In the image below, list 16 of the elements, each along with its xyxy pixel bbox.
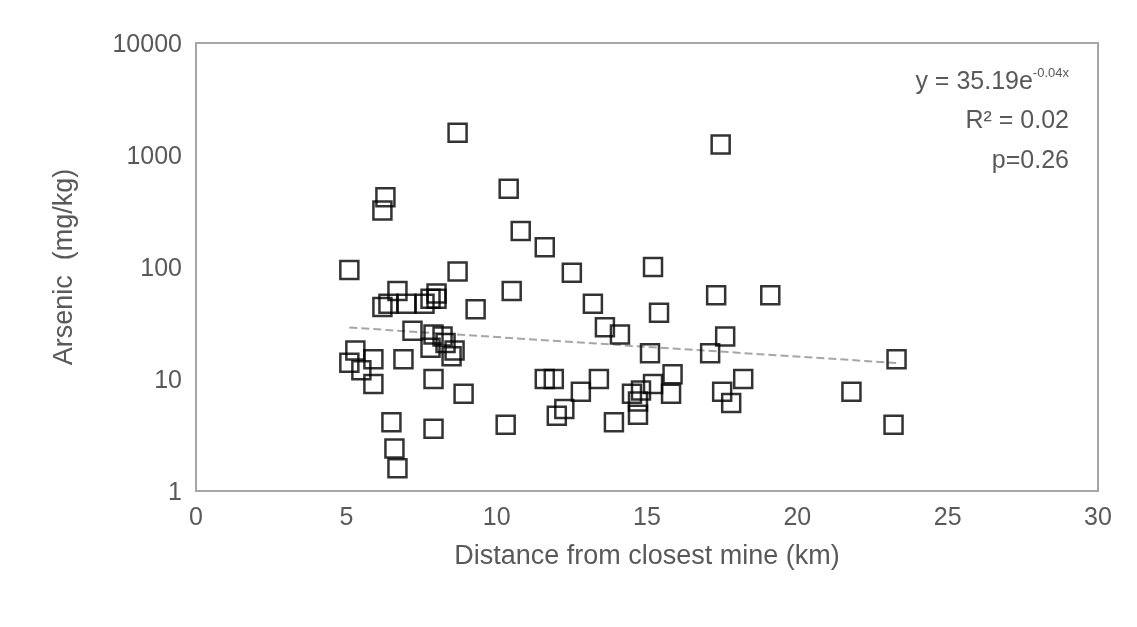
- y-tick-label: 1: [168, 477, 182, 505]
- y-tick-label: 100: [140, 253, 182, 281]
- annotation: R² = 0.02: [965, 104, 1069, 133]
- x-tick-label: 15: [633, 501, 661, 530]
- x-tick-label: 20: [783, 501, 812, 530]
- y-tick-label: 10: [154, 365, 182, 393]
- x-tick-label: 0: [189, 501, 203, 530]
- y-tick-label: 1000: [126, 141, 182, 169]
- x-tick-label: 30: [1084, 501, 1112, 530]
- x-axis-title: Distance from closest mine (km): [454, 539, 840, 570]
- annotation: p=0.26: [991, 144, 1070, 173]
- x-tick-label: 25: [933, 501, 962, 530]
- x-tick-label: 10: [482, 501, 511, 530]
- y-axis-title: Arsenic (mg/kg): [47, 168, 78, 366]
- x-tick-label: 5: [339, 501, 354, 530]
- y-tick-label: 10000: [112, 29, 182, 57]
